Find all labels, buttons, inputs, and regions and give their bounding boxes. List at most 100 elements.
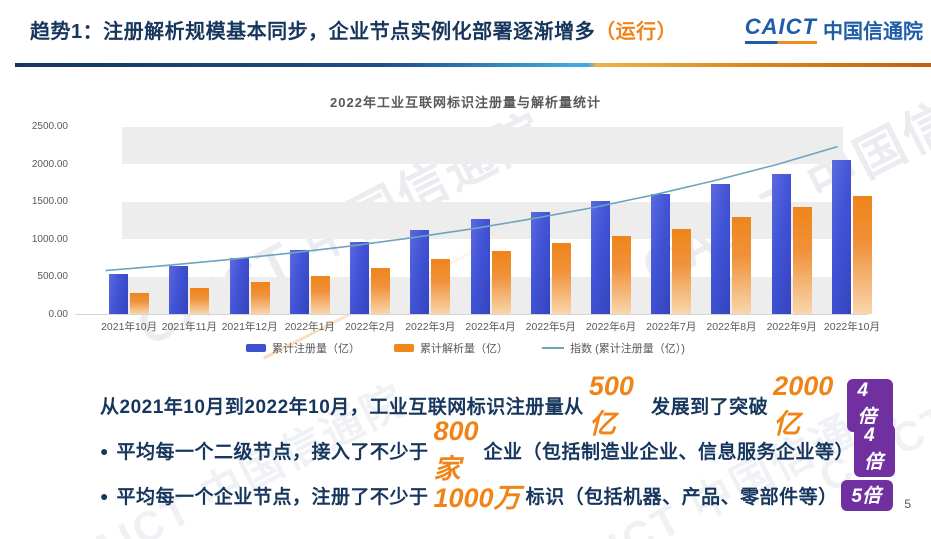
y-tick-label: 0.00 (48, 309, 68, 320)
bar-group (581, 127, 641, 314)
x-tick-label: 2022年5月 (525, 321, 576, 333)
bar-group (159, 127, 219, 314)
chart-legend: 累计注册量（亿） 累计解析量（亿） 指数 (累计注册量（亿）) (0, 340, 931, 356)
bar-group (460, 127, 520, 314)
y-tick-label: 1000.00 (31, 233, 68, 245)
finding-text: 平均每一个二级节点，接入了不少于 (116, 442, 429, 463)
legend-bar-swatch (246, 344, 267, 352)
x-tick-label: 2022年6月 (585, 321, 637, 333)
x-tick-label: 2022年9月 (766, 321, 817, 333)
legend-item: 累计注册量（亿） (246, 340, 360, 356)
page-title: 趋势1：注册解析规模基本同步，企业节点实例化部署逐渐增多（运行） (30, 15, 677, 44)
registration-bar (771, 174, 791, 314)
x-tick-label: 2022年10月 (823, 321, 880, 333)
registration-bar (169, 266, 189, 314)
y-axis: 0.00 500.00 1000.00 1500.00 2000.00 2500.00 (0, 121, 68, 320)
resolution-bar (190, 288, 210, 314)
x-tick-label: 2021年10月 (101, 321, 158, 333)
multiplier-badge: 5倍 (841, 480, 893, 511)
finding-row: ● 平均每一个企业节点，注册了不少于 1000万 标识（包括机器、产品、零部件等） 5倍 (100, 473, 893, 518)
highlight-number: 800家 (433, 415, 479, 484)
bar-group (340, 127, 400, 314)
legend-bar-swatch (394, 344, 415, 352)
finding-text: 从2021年10月到2022年10月，工业互联网标识注册量从 (100, 397, 584, 418)
registration-bar (410, 230, 430, 314)
y-tick-label: 1500.00 (31, 196, 68, 208)
registration-bar (289, 249, 309, 314)
finding-text: 标识（包括机器、产品、零部件等） (525, 487, 838, 508)
legend-label: 指数 (累计注册量（亿）) (570, 343, 685, 355)
resolution-bar (310, 276, 330, 314)
resolution-bar (250, 281, 270, 314)
page-title-main: 趋势1：注册解析规模基本同步，企业节点实例化部署逐渐增多 (30, 20, 596, 43)
header-divider (15, 63, 931, 67)
y-tick-label: 500.00 (37, 271, 68, 283)
multiplier-badge: 4倍 (854, 424, 896, 477)
chart: 2022年工业互联网标识注册量与解析量统计 0.00 500.00 1000.00 1… (0, 88, 931, 360)
registration-bar (229, 257, 249, 314)
x-tick-label: 2022年3月 (405, 321, 456, 333)
resolution-bar (491, 251, 511, 314)
x-tick-label: 2022年8月 (706, 321, 757, 333)
resolution-bar (672, 228, 692, 314)
legend-label: 累计注册量（亿） (272, 343, 361, 355)
resolution-bar (371, 267, 391, 314)
registration-bar (590, 201, 610, 314)
bar-group (762, 127, 822, 314)
finding-text: 企业（包括制造业企业、信息服务企业等） (483, 442, 855, 463)
y-tick-label: 2000.00 (31, 158, 68, 170)
bar-group (99, 127, 159, 314)
bar-group (400, 127, 460, 314)
bar-group (701, 127, 761, 314)
highlight-number: 500亿 (588, 370, 634, 439)
x-axis: 2021年10月 2021年11月 2021年12月 2022年1月 2022年2月 20… (99, 319, 882, 334)
bar-group (822, 127, 882, 314)
y-tick-label: 2500.00 (31, 121, 68, 132)
legend-item: 指数 (累计注册量（亿）) (542, 340, 685, 356)
header: 趋势1：注册解析规模基本同步，企业节点实例化部署逐渐增多（运行） CAICT 中… (30, 14, 923, 44)
page-number: 5 (904, 497, 911, 511)
registration-bar (711, 183, 731, 314)
registration-bar (651, 194, 671, 314)
multiplier-badge: 4倍 (847, 379, 893, 432)
registration-bar (470, 219, 490, 314)
resolution-bar (551, 242, 571, 314)
page-title-highlight: （运行） (595, 20, 678, 43)
bar-group (521, 127, 581, 314)
highlight-number: 1000万 (433, 483, 521, 513)
chart-title: 2022年工业互联网标识注册量与解析量统计 (330, 95, 601, 110)
bullet-icon: ● (100, 442, 109, 459)
resolution-bar (130, 293, 150, 314)
x-tick-label: 2022年1月 (284, 321, 335, 333)
registration-bar (350, 242, 370, 314)
finding-text: 发展到了突破 (651, 397, 769, 418)
x-tick-label: 2022年4月 (465, 321, 516, 333)
caict-logo-wordmark: CAICT (744, 14, 817, 44)
resolution-bar (611, 235, 631, 314)
legend-line-swatch (542, 347, 565, 349)
finding-row: ● 平均每一个二级节点，接入了不少于 800家 企业（包括制造业企业、信息服务企业等）… (100, 416, 896, 484)
bar-group (280, 127, 340, 314)
plot-area (75, 127, 872, 315)
resolution-bar (852, 195, 872, 314)
bar-group (641, 127, 701, 314)
resolution-bar (732, 217, 752, 314)
x-tick-label: 2021年12月 (221, 321, 278, 333)
bar-series (99, 127, 882, 314)
x-tick-label: 2022年2月 (344, 321, 396, 333)
caict-logo: CAICT 中国信通院 (744, 14, 923, 44)
x-tick-label: 2021年11月 (161, 321, 217, 333)
resolution-bar (792, 206, 812, 314)
resolution-bar (431, 259, 451, 314)
legend-item: 累计解析量（亿） (394, 340, 508, 356)
bar-group (219, 127, 279, 314)
finding-text: 平均每一个企业节点，注册了不少于 (116, 487, 429, 508)
key-findings: 从2021年10月到2022年10月，工业互联网标识注册量从 500亿 发展到了突破… (100, 371, 896, 518)
registration-bar (109, 274, 129, 314)
bullet-icon: ● (100, 487, 109, 504)
legend-label: 累计解析量（亿） (420, 343, 509, 355)
registration-bar (530, 212, 550, 314)
caict-logo-chinese: 中国信通院 (823, 20, 923, 43)
registration-bar (831, 159, 851, 314)
